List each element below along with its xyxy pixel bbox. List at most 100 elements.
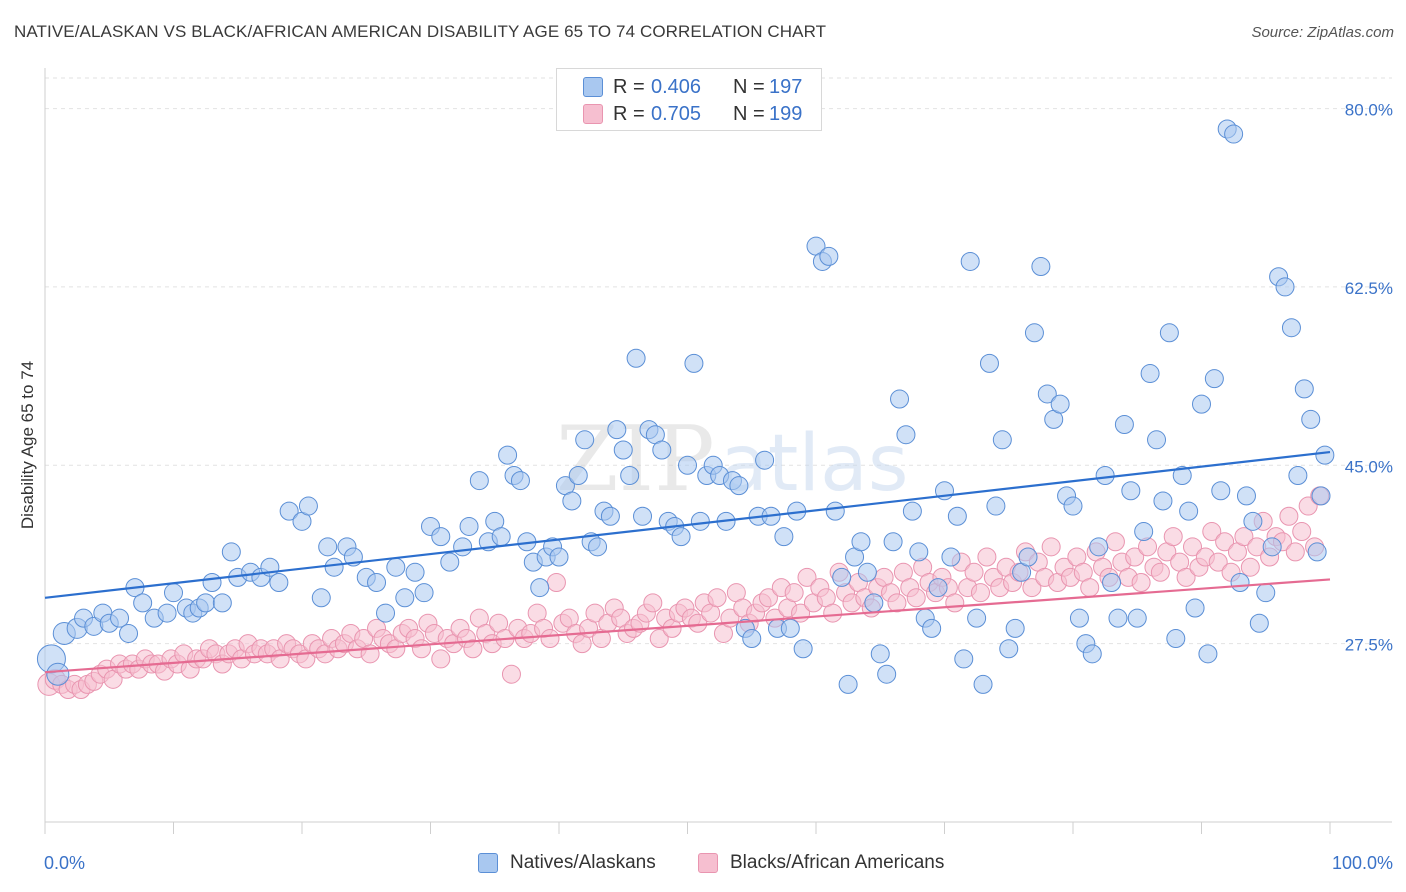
native-point (324, 557, 344, 577)
native-point (896, 425, 916, 445)
legend-n-label: N = (733, 102, 765, 125)
native-point (1127, 608, 1147, 628)
native-point (620, 465, 640, 485)
native-point (459, 516, 479, 536)
native-point (1069, 608, 1089, 628)
native-point (607, 420, 627, 440)
black-point (1208, 552, 1228, 572)
native-point (1166, 629, 1186, 649)
native-point (1031, 257, 1051, 277)
native-point (684, 353, 704, 373)
native-point (202, 572, 222, 592)
native-point (890, 389, 910, 409)
native-point (973, 674, 993, 694)
y-tick-label: 80.0% (1345, 101, 1393, 120)
legend-n-label: N = (733, 75, 765, 98)
native-point (999, 639, 1019, 659)
watermark-atlas: atlas (720, 419, 909, 509)
native-point (318, 537, 338, 557)
black-point (1292, 522, 1312, 542)
bottom-legend-label-natives: Natives/Alaskans (510, 852, 656, 873)
native-point (1315, 445, 1335, 465)
native-point (1185, 598, 1205, 618)
native-point (1301, 409, 1321, 429)
black-point (1022, 578, 1042, 598)
native-point (1243, 511, 1263, 531)
bottom-legend-natives: Natives/Alaskans (478, 852, 656, 874)
black-point (501, 664, 521, 684)
native-point (1089, 537, 1109, 557)
native-point (1050, 394, 1070, 414)
black-point (1163, 527, 1183, 547)
native-point (164, 583, 183, 603)
native-point (1024, 323, 1044, 343)
native-point (909, 542, 929, 562)
native-point (690, 511, 710, 531)
tick-labels: 27.5% 45.0% 62.5% 80.0% 0.0% 100.0% (44, 101, 1393, 873)
black-point (1131, 572, 1151, 592)
black-point (585, 603, 605, 623)
black-point (1234, 527, 1254, 547)
native-point (212, 593, 232, 613)
native-point (613, 440, 633, 460)
black-point (797, 567, 817, 587)
native-point (1294, 379, 1314, 399)
native-point (947, 506, 967, 526)
legend-r-label: R = (613, 75, 645, 98)
x-tick-label: 100.0% (1332, 853, 1393, 873)
native-point (311, 588, 331, 608)
native-point (1140, 364, 1160, 384)
black-point (412, 639, 432, 659)
native-point (1281, 318, 1301, 338)
native-point (1037, 384, 1057, 404)
y-tick-label: 45.0% (1345, 457, 1393, 476)
black-point (1215, 532, 1235, 552)
black-point (688, 613, 708, 633)
native-point (967, 608, 987, 628)
black-point (1080, 578, 1100, 598)
native-point (1121, 481, 1141, 501)
native-point (1179, 501, 1199, 521)
black-point (977, 547, 997, 567)
native-point (386, 557, 406, 577)
series-natives-alaskans (36, 119, 1335, 694)
x-tick-label: 0.0% (44, 853, 85, 873)
native-point (110, 608, 130, 628)
native-point (1307, 542, 1327, 562)
axes (44, 68, 1392, 834)
black-point (707, 588, 727, 608)
native-point (851, 532, 871, 552)
native-point (1108, 608, 1128, 628)
black-point (1105, 532, 1125, 552)
native-point (1114, 415, 1134, 435)
native-point (119, 623, 139, 643)
native-point (1063, 496, 1083, 516)
native-point (652, 440, 672, 460)
native-point (221, 542, 241, 562)
black-point (463, 639, 483, 659)
native-point (902, 501, 922, 521)
native-point (729, 476, 749, 496)
trend-lines (44, 450, 1331, 674)
black-point (546, 572, 566, 592)
native-point (414, 583, 434, 603)
black-point (1240, 557, 1260, 577)
black-point (970, 583, 990, 603)
native-point (857, 562, 877, 582)
native-point (819, 246, 839, 266)
chart-title: NATIVE/ALASKAN VS BLACK/AFRICAN AMERICAN… (14, 22, 827, 41)
black-point (823, 603, 843, 623)
native-point (986, 496, 1006, 516)
legend-r-value: 0.705 (651, 102, 702, 125)
black-point (758, 588, 778, 608)
native-point (269, 572, 289, 592)
native-point (395, 588, 415, 608)
legend-r-label: R = (613, 102, 645, 125)
native-point (600, 506, 620, 526)
stats-legend: R = 0.406 N = 197 R = 0.705 N = 199 (556, 68, 822, 131)
legend-r-value: 0.406 (651, 75, 702, 98)
native-point (1134, 522, 1154, 542)
native-point (1311, 486, 1331, 506)
native-point (1159, 323, 1179, 343)
